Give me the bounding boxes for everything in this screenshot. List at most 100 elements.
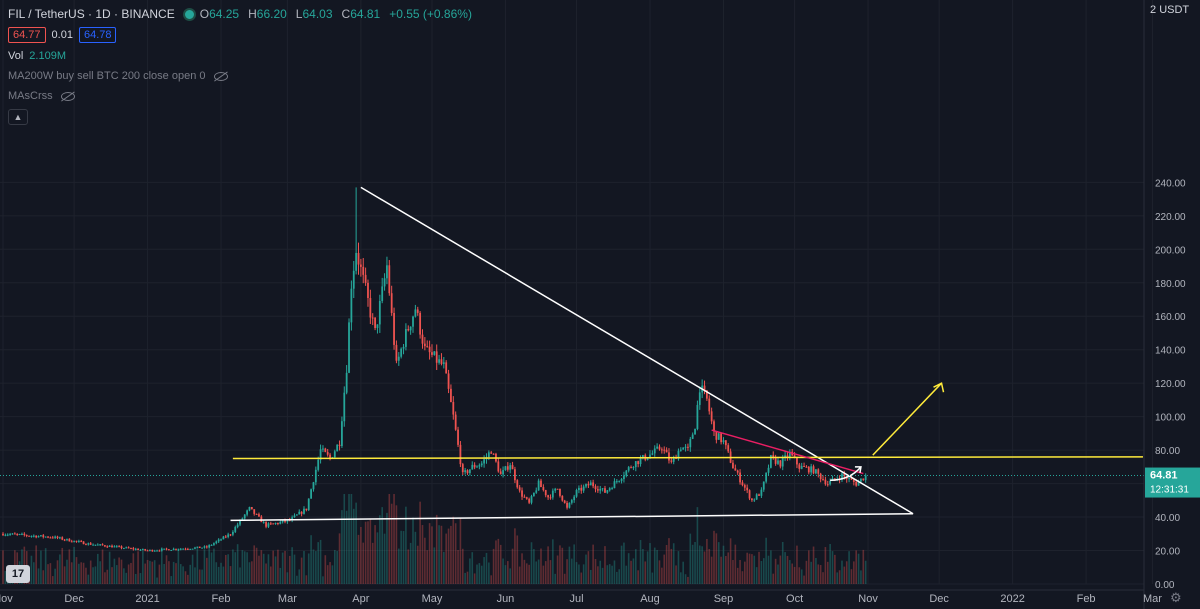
volume-indicator[interactable]: Vol 2.109M xyxy=(8,50,66,62)
candle-body xyxy=(402,346,405,349)
candle-body xyxy=(468,469,471,474)
candle-body xyxy=(454,414,457,430)
indicator-mascrss[interactable]: MAsCrss xyxy=(8,89,481,103)
volume-bar xyxy=(599,560,602,584)
volume-bar xyxy=(632,558,635,584)
volume-bar xyxy=(364,521,367,584)
candle-body xyxy=(99,544,102,546)
candle-body xyxy=(111,545,113,548)
hidden-eye-icon[interactable] xyxy=(213,71,228,81)
candle-body xyxy=(502,470,504,475)
volume-bar xyxy=(2,550,4,584)
volume-bar xyxy=(253,545,256,584)
volume-bar xyxy=(108,551,111,584)
candle-body xyxy=(535,490,538,493)
candle-body xyxy=(824,479,827,485)
volume-bar xyxy=(357,534,360,584)
volume-bar xyxy=(514,528,516,584)
volume-bar xyxy=(360,526,362,584)
candle-body xyxy=(732,462,734,469)
volume-bar xyxy=(777,564,779,584)
candle-body xyxy=(608,488,611,491)
triangle-lower-line xyxy=(230,512,914,522)
candle-body xyxy=(11,533,14,535)
volume-bar xyxy=(523,559,526,584)
candle-body xyxy=(374,317,376,329)
buy-button[interactable]: 64.78 xyxy=(78,27,117,43)
volume-bar xyxy=(274,556,277,584)
candle-body xyxy=(369,298,372,318)
candle-body xyxy=(855,481,858,486)
volume-bar xyxy=(33,562,35,584)
volume-bar xyxy=(111,567,113,584)
symbol-row: FIL / TetherUS · 1D · BINANCE O64.25 H66… xyxy=(8,5,481,23)
volume-bar xyxy=(765,537,767,584)
candle-body xyxy=(201,547,203,549)
candle-body xyxy=(409,326,412,331)
volume-bar xyxy=(234,552,237,584)
volume-bar xyxy=(571,558,573,584)
volume-bar xyxy=(412,517,414,584)
candle-body xyxy=(291,517,294,521)
indicator-ma200w[interactable]: MA200W buy sell BTC 200 close open 0 xyxy=(8,69,481,83)
volume-bar xyxy=(89,560,92,584)
hidden-eye-icon[interactable] xyxy=(60,91,75,101)
candle-body xyxy=(122,548,125,550)
candle-body xyxy=(573,496,576,501)
gear-icon[interactable]: ⚙ xyxy=(1170,590,1182,605)
volume-bar xyxy=(267,554,270,584)
volume-bar xyxy=(296,575,298,584)
candle-body xyxy=(338,444,341,447)
candle-body xyxy=(537,480,540,491)
candle-body xyxy=(710,411,713,422)
volume-bar xyxy=(99,561,101,584)
candle-body xyxy=(812,466,815,474)
volume-bar xyxy=(184,571,187,584)
candle-body xyxy=(653,448,656,454)
volume-bar xyxy=(739,560,741,584)
y-tick-label: 0.00 xyxy=(1155,580,1175,591)
x-tick-label: Aug xyxy=(640,593,660,605)
candle-body xyxy=(158,550,161,552)
volume-bar xyxy=(229,566,232,584)
candle-body xyxy=(445,362,448,374)
volume-bar xyxy=(862,549,865,584)
symbol-title[interactable]: FIL / TetherUS · 1D · BINANCE xyxy=(8,7,175,21)
volume-bar xyxy=(772,573,775,584)
ohlc-open: O64.25 xyxy=(199,7,240,21)
volume-bar xyxy=(473,573,476,584)
volume-bar xyxy=(450,525,452,584)
candle-body xyxy=(476,466,478,468)
volume-bar xyxy=(177,548,180,584)
volume-bar xyxy=(66,559,68,584)
volume-bar xyxy=(580,572,583,584)
tradingview-logo[interactable]: 17 xyxy=(6,565,30,583)
ohlc-low: L64.03 xyxy=(295,7,333,21)
volume-bar xyxy=(556,555,559,584)
volume-bar xyxy=(480,565,483,584)
market-status-icon[interactable] xyxy=(182,7,196,21)
volume-bar xyxy=(504,565,507,584)
candle-body xyxy=(447,373,450,389)
volume-bar xyxy=(49,563,52,584)
candle-body xyxy=(54,536,57,538)
collapse-legend-button[interactable]: ▲ xyxy=(8,109,28,125)
volume-bar xyxy=(317,542,320,584)
volume-bar xyxy=(680,572,682,584)
candle-body xyxy=(582,486,585,491)
candle-body xyxy=(490,452,493,454)
volume-bar xyxy=(179,564,182,584)
volume-bar xyxy=(187,574,189,584)
candle-body xyxy=(248,506,251,511)
ohlc-close: C64.81 xyxy=(341,7,381,21)
candle-body xyxy=(120,546,123,549)
volume-bar xyxy=(348,494,350,584)
volume-bar xyxy=(857,553,860,584)
volume-bar xyxy=(831,551,834,584)
currency-selector[interactable]: 2 USDT xyxy=(1150,4,1189,16)
volume-bar xyxy=(701,546,703,584)
volume-bar xyxy=(623,542,625,584)
volume-bar xyxy=(499,544,502,584)
sell-button[interactable]: 64.77 xyxy=(8,27,46,43)
